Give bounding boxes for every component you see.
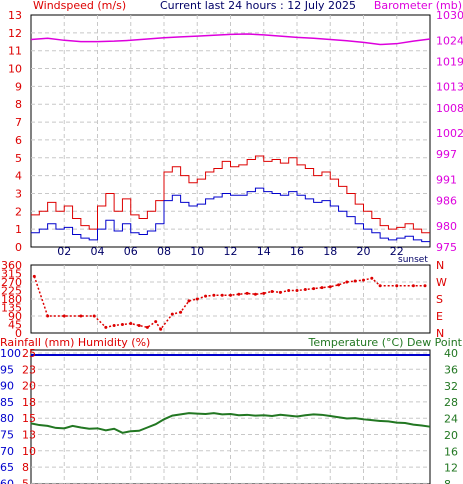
rainfall-tick-label: 15 — [22, 412, 36, 425]
windspeed-tick-label: 2 — [15, 205, 22, 218]
series-gust — [31, 155, 430, 234]
compass-tick-label: W — [436, 276, 447, 289]
compass-tick-label: N — [436, 259, 444, 272]
windspeed-tick-label: 3 — [15, 187, 22, 200]
x-tick-label: 22 — [390, 245, 404, 258]
humidity-tick-label: 60 — [0, 477, 14, 484]
windspeed-tick-label: 5 — [15, 152, 22, 165]
series-barometer — [30, 33, 431, 46]
windspeed-tick-label: 13 — [8, 9, 22, 22]
windspeed-tick-label: 10 — [8, 63, 22, 76]
windspeed-tick-label: 9 — [15, 80, 22, 93]
compass-tick-label: N — [436, 327, 444, 340]
sunset-label: sunset — [398, 255, 428, 265]
direction-point — [79, 314, 83, 318]
direction-tick-label: 45 — [8, 319, 22, 332]
barometer-tick-label: 991 — [436, 174, 457, 187]
direction-tick-label: 180 — [1, 293, 22, 306]
direction-point — [253, 292, 257, 296]
temperature-tick-label: 24 — [444, 413, 458, 426]
rainfall-tick-label: 18 — [22, 396, 36, 409]
rainfall-tick-label: 25 — [22, 347, 36, 360]
barometer-tick-label: 975 — [436, 241, 457, 254]
x-tick-label: 18 — [323, 245, 337, 258]
humidity-tick-label: 90 — [0, 380, 14, 393]
temperature-tick-label: 20 — [444, 429, 458, 442]
humidity-tick-label: 65 — [0, 461, 14, 474]
humidity-tick-label: 75 — [0, 429, 14, 442]
x-tick-label: 16 — [290, 245, 304, 258]
windspeed-header: Windspeed (m/s) — [33, 0, 126, 12]
barometer-tick-label: 986 — [436, 195, 457, 208]
humidity-tick-label: 80 — [0, 412, 14, 425]
humidity-tick-label: 85 — [0, 396, 14, 409]
temperature-tick-label: 8 — [444, 478, 451, 484]
windspeed-tick-label: 1 — [15, 223, 22, 236]
windspeed-tick-label: 4 — [15, 170, 22, 183]
direction-tick-label: 0 — [15, 327, 22, 340]
x-tick-label: 20 — [357, 245, 371, 258]
tick-layer: 02 04 06 08 10 12 14 16 18 20 22012345678910111213… — [0, 9, 463, 484]
rainfall-tick-label: 23 — [22, 363, 36, 376]
x-tick-label: 02 — [57, 245, 71, 258]
windspeed-tick-label: 7 — [15, 116, 22, 129]
direction-tick-label: 135 — [1, 302, 22, 315]
windspeed-tick-label: 12 — [8, 27, 22, 40]
windspeed-tick-label: 6 — [15, 134, 22, 147]
direction-tick-label: 225 — [1, 285, 22, 298]
series-wind — [31, 187, 430, 243]
x-tick-label: 08 — [157, 245, 171, 258]
barometer-tick-label: 1030 — [436, 9, 463, 22]
temperature-tick-label: 12 — [444, 462, 458, 475]
direction-trace — [33, 276, 426, 331]
rainfall-tick-label: 8 — [22, 461, 29, 474]
barometer-tick-label: 1013 — [436, 81, 463, 94]
humidity-tick-label: 100 — [0, 347, 21, 360]
rainfall-tick-label: 20 — [22, 380, 36, 393]
rainfall-tick-label: 13 — [22, 429, 36, 442]
x-tick-label: 04 — [91, 245, 105, 258]
barometer-tick-label: 1019 — [436, 55, 463, 68]
rainfall-tick-label: 5 — [22, 477, 29, 484]
x-tick-label: 14 — [257, 245, 271, 258]
direction-tick-label: 360 — [1, 259, 22, 272]
chart-title: Current last 24 hours : 12 July 2025 — [160, 0, 356, 12]
temperature-tick-label: 36 — [444, 363, 458, 376]
barometer-header: Barometer (mb) — [374, 0, 462, 12]
humidity-tick-label: 95 — [0, 363, 14, 376]
temperature-tick-label: 32 — [444, 380, 458, 393]
temperature-dewpoint-header: Temperature (°C) Dew Point — [308, 336, 463, 349]
direction-tick-label: 315 — [1, 268, 22, 281]
direction-tick-label: 90 — [8, 310, 22, 323]
temperature-tick-label: 28 — [444, 396, 458, 409]
series-layer — [30, 33, 431, 434]
barometer-tick-label: 1002 — [436, 127, 463, 140]
x-tick-label: 12 — [224, 245, 238, 258]
windspeed-tick-label: 8 — [15, 98, 22, 111]
barometer-tick-label: 980 — [436, 220, 457, 233]
humidity-tick-label: 70 — [0, 445, 14, 458]
windspeed-tick-label: 11 — [8, 45, 22, 58]
compass-tick-label: E — [436, 310, 443, 323]
compass-tick-label: S — [436, 293, 443, 306]
rainfall-humidity-header: Rainfall (mm) Humidity (%) — [0, 336, 150, 349]
x-tick-label: 06 — [124, 245, 138, 258]
barometer-tick-label: 1008 — [436, 102, 463, 115]
rainfall-tick-label: 10 — [22, 445, 36, 458]
direction-point — [145, 325, 149, 329]
temperature-tick-label: 16 — [444, 445, 458, 458]
barometer-tick-label: 1024 — [436, 34, 463, 47]
series-temperature — [30, 412, 431, 434]
x-tick-label: 10 — [190, 245, 204, 258]
windspeed-tick-label: 0 — [15, 241, 22, 254]
temperature-tick-label: 40 — [444, 347, 458, 360]
barometer-tick-label: 997 — [436, 148, 457, 161]
direction-tick-label: 270 — [1, 276, 22, 289]
